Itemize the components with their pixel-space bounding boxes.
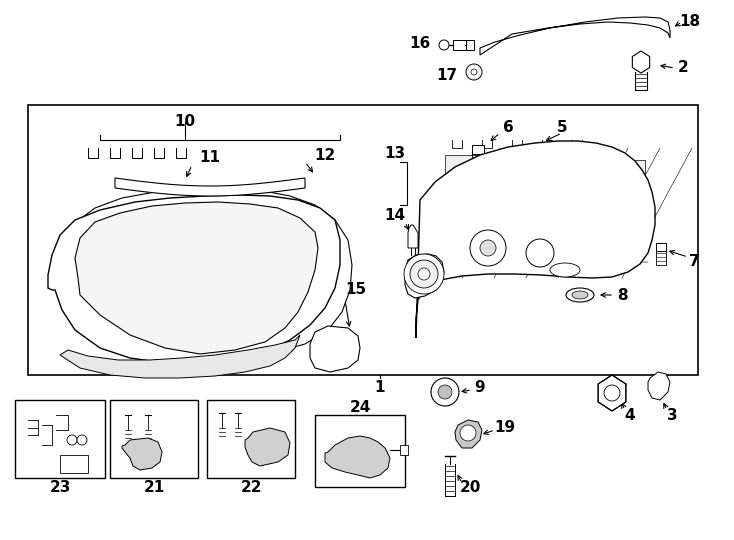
Polygon shape [408,225,418,248]
Bar [600,160,645,205]
Bar [400,445,408,455]
Circle shape [410,260,438,288]
Polygon shape [325,436,390,478]
Text: 13: 13 [385,145,406,160]
Text: 21: 21 [143,480,164,495]
Bar [466,40,474,50]
Text: 15: 15 [346,282,366,298]
Circle shape [471,69,477,75]
Circle shape [438,385,452,399]
Text: 1: 1 [375,381,385,395]
Bar [110,400,198,478]
Text: 17: 17 [437,68,457,83]
Bar [535,155,595,210]
Bar [15,400,105,478]
Text: 10: 10 [175,114,195,130]
Circle shape [418,268,430,280]
Text: 5: 5 [556,120,567,136]
Text: 24: 24 [349,400,371,415]
Text: 19: 19 [495,421,515,435]
Text: 7: 7 [688,254,700,269]
Polygon shape [405,254,444,298]
Bar [207,400,295,478]
Text: 6: 6 [503,120,513,136]
Bar [60,455,88,473]
Text: 4: 4 [625,408,636,422]
Text: 2: 2 [677,60,688,76]
Circle shape [404,254,444,294]
Text: 3: 3 [666,408,677,422]
Circle shape [604,385,620,401]
Text: 20: 20 [459,481,481,496]
Circle shape [439,40,449,50]
Bar [445,155,525,215]
Text: 8: 8 [617,287,628,302]
Polygon shape [598,375,626,411]
Bar [28,105,698,375]
Circle shape [470,230,506,266]
Polygon shape [416,141,655,338]
Text: 9: 9 [475,381,485,395]
Circle shape [431,378,459,406]
Text: 11: 11 [200,151,220,165]
Bar [472,145,484,154]
Ellipse shape [550,263,580,277]
Circle shape [466,64,482,80]
Text: 16: 16 [410,36,431,51]
Polygon shape [480,17,670,55]
Polygon shape [122,438,162,470]
Circle shape [67,435,77,445]
Text: 23: 23 [49,480,70,495]
Bar [453,40,467,50]
Ellipse shape [566,288,594,302]
Polygon shape [60,335,300,378]
Circle shape [480,240,496,256]
Polygon shape [245,428,290,466]
Bar [315,415,405,487]
Polygon shape [455,420,482,448]
Text: 14: 14 [385,207,406,222]
Polygon shape [632,51,650,73]
Polygon shape [648,372,670,400]
Polygon shape [310,326,360,372]
Text: 12: 12 [314,147,335,163]
Circle shape [526,239,554,267]
Ellipse shape [572,291,588,299]
Polygon shape [75,202,318,354]
Polygon shape [48,195,340,364]
Text: 18: 18 [680,15,700,30]
Bar [656,243,666,251]
Circle shape [460,425,476,441]
Polygon shape [115,178,305,196]
Text: 22: 22 [240,480,262,495]
Circle shape [77,435,87,445]
